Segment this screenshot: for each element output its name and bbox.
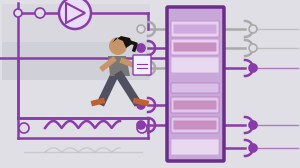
FancyBboxPatch shape xyxy=(173,43,217,52)
FancyBboxPatch shape xyxy=(171,21,219,37)
Circle shape xyxy=(137,121,145,129)
FancyBboxPatch shape xyxy=(167,7,224,161)
Polygon shape xyxy=(112,36,132,48)
Circle shape xyxy=(137,101,145,109)
Circle shape xyxy=(59,0,91,29)
FancyBboxPatch shape xyxy=(173,25,217,33)
Polygon shape xyxy=(108,56,130,76)
Circle shape xyxy=(249,25,257,33)
FancyBboxPatch shape xyxy=(2,42,150,80)
FancyBboxPatch shape xyxy=(171,97,219,113)
Circle shape xyxy=(137,64,145,72)
Circle shape xyxy=(249,121,257,129)
FancyBboxPatch shape xyxy=(171,39,219,55)
Circle shape xyxy=(249,44,257,52)
Circle shape xyxy=(137,44,145,52)
Circle shape xyxy=(19,123,29,133)
FancyBboxPatch shape xyxy=(173,100,217,110)
Circle shape xyxy=(14,9,22,17)
Circle shape xyxy=(137,123,147,133)
FancyBboxPatch shape xyxy=(171,83,219,93)
Circle shape xyxy=(35,8,45,18)
FancyBboxPatch shape xyxy=(171,139,219,155)
FancyBboxPatch shape xyxy=(171,57,219,73)
FancyBboxPatch shape xyxy=(133,55,151,75)
Circle shape xyxy=(137,25,145,33)
FancyBboxPatch shape xyxy=(173,120,217,130)
Circle shape xyxy=(109,37,127,55)
FancyBboxPatch shape xyxy=(2,4,150,80)
FancyBboxPatch shape xyxy=(171,117,219,133)
Circle shape xyxy=(249,64,257,72)
Circle shape xyxy=(249,144,257,152)
